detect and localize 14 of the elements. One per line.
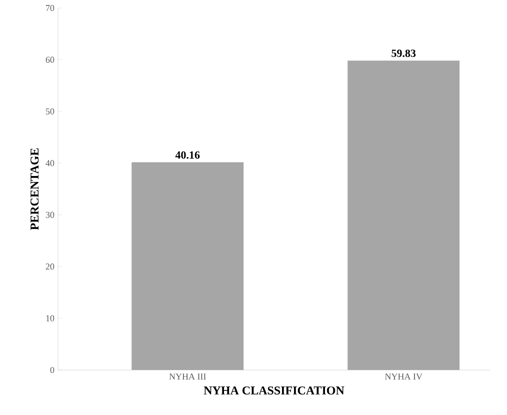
y-tick-label: 10 <box>46 315 54 322</box>
y-tick-label: 0 <box>50 366 54 374</box>
x-axis-title: NYHA CLASSIFICATION <box>204 386 344 395</box>
y-tick-label: 60 <box>46 56 54 63</box>
data-label: 40.16 <box>175 151 200 159</box>
y-tick-label: 30 <box>46 212 54 218</box>
y-tick-label: 20 <box>46 264 54 270</box>
y-tick-label: 70 <box>46 4 54 12</box>
y-tick-label: 50 <box>46 108 54 114</box>
x-tick-label: NYHA III <box>169 374 206 380</box>
y-tick-label: 40 <box>46 160 54 166</box>
data-label: 59.83 <box>392 50 416 58</box>
x-tick-label: NYHA IV <box>384 374 422 380</box>
y-axis-title: PERCENTAGE <box>30 148 39 230</box>
